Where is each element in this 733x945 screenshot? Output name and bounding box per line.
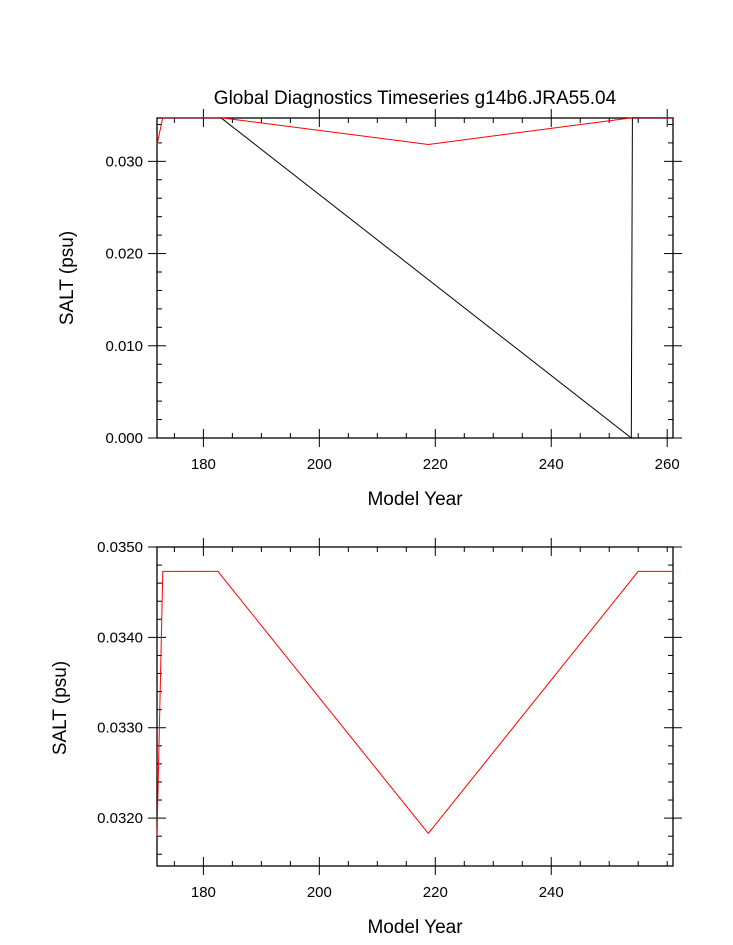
- bottom-x-tick-label: 240: [539, 884, 564, 901]
- top-y-tick-label: 0.020: [105, 246, 143, 263]
- bottom-x-tick-label: 200: [307, 884, 332, 901]
- top-x-tick-label: 220: [423, 456, 448, 473]
- bottom-plot-area: 180 200 220 240 0.0320 0.0330 0.0340 0.0350: [97, 538, 682, 901]
- bottom-y-tick-label: 0.0330: [97, 720, 143, 737]
- bottom-panel: Model Year SALT (psu) 180 200 220 240 0.0320…: [50, 538, 682, 938]
- bottom-plot-frame: [156, 546, 674, 867]
- bottom-x-tick-label: 180: [191, 884, 216, 901]
- top-chart-title: Global Diagnostics Timeseries g14b6.JRA5…: [214, 88, 617, 109]
- top-plot-frame: [156, 117, 674, 439]
- top-series-black-line: [220, 117, 673, 440]
- top-y-tick-label: 0.010: [105, 338, 143, 355]
- top-x-tick-label: 260: [655, 456, 680, 473]
- bottom-y-tick-label: 0.0320: [97, 810, 143, 827]
- bottom-y-tick-label: 0.0340: [97, 629, 143, 646]
- top-panel: Global Diagnostics Timeseries g14b6.JRA5…: [57, 88, 682, 510]
- top-plot-area: 180 200 220 240 260 0.000 0.010 0.020 0.030: [105, 109, 682, 473]
- bottom-y-axis-label: SALT (psu): [50, 661, 71, 755]
- top-x-axis-label: Model Year: [367, 489, 463, 510]
- top-series-red-line: [156, 117, 673, 146]
- bottom-x-tick-label: 220: [423, 884, 448, 901]
- top-x-tick-label: 240: [539, 456, 564, 473]
- bottom-series-red-line: [156, 570, 673, 837]
- top-x-tick-label: 200: [307, 456, 332, 473]
- bottom-x-axis-label: Model Year: [367, 917, 463, 938]
- top-y-axis-label: SALT (psu): [57, 231, 78, 325]
- top-x-tick-label: 180: [191, 456, 216, 473]
- top-y-tick-label: 0.030: [105, 153, 143, 170]
- top-y-tick-label: 0.000: [105, 430, 143, 447]
- bottom-y-tick-label: 0.0350: [97, 539, 143, 556]
